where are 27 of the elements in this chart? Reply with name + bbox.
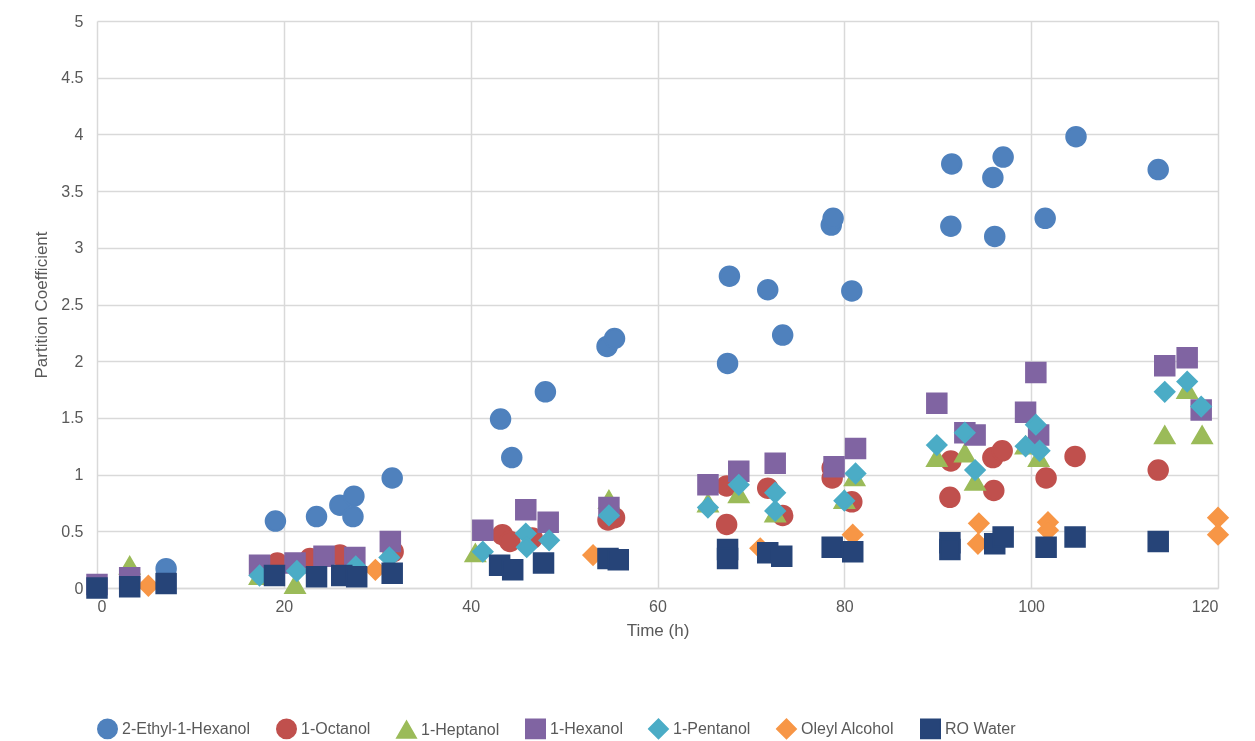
y-tick-label: 3: [74, 239, 84, 257]
y-tick-label: 0.5: [61, 522, 84, 540]
legend-label: 1-Octanol: [301, 719, 371, 737]
x-axis-title: Time (h): [626, 620, 690, 640]
y-tick-label: 4: [74, 125, 84, 143]
y-tick-label: 2.5: [61, 296, 84, 313]
y-tick-label: 0: [74, 579, 84, 597]
legend-label: 2-Ethyl-1-Hexanol: [122, 719, 251, 737]
x-tick-label: 60: [649, 597, 667, 615]
y-tick-label: 3.5: [61, 182, 84, 200]
legend-label: RO Water: [945, 719, 1017, 737]
x-tick-label: 100: [1018, 597, 1046, 615]
x-tick-label: 80: [835, 597, 854, 615]
x-tick-label: 20: [275, 597, 294, 615]
x-tick-label: 0: [97, 597, 107, 615]
legend-label: 1-Hexanol: [550, 719, 623, 737]
y-tick-label: 2: [74, 352, 84, 370]
y-tick-label: 1: [74, 466, 84, 484]
y-axis-title: Partition Coefficient: [32, 231, 52, 379]
legend-label: 1-Heptanol: [421, 720, 500, 738]
y-tick-label: 4.5: [61, 69, 84, 87]
legend-label: 1-Pentanol: [673, 719, 751, 737]
y-tick-label: 1.5: [61, 409, 84, 427]
x-tick-label: 120: [1191, 597, 1219, 615]
y-tick-label: 5: [74, 12, 84, 30]
legend-label: Oleyl Alcohol: [801, 719, 894, 737]
x-tick-label: 40: [462, 597, 481, 615]
